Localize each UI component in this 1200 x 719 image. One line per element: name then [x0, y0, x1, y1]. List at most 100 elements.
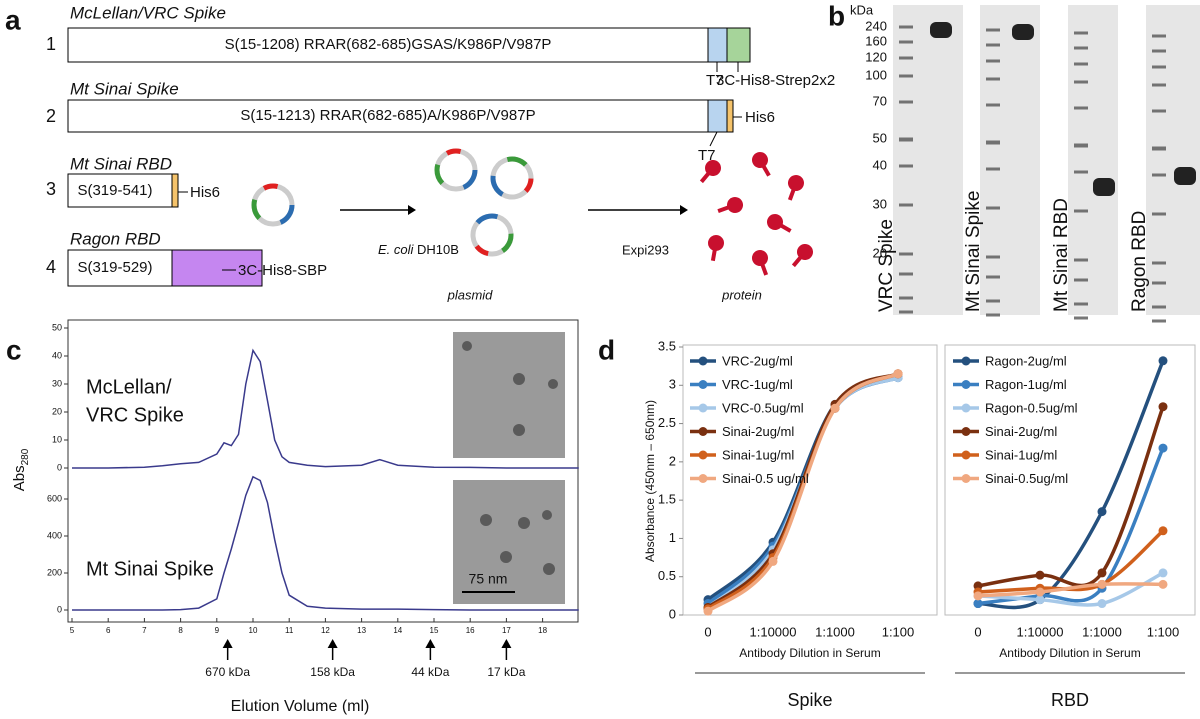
tag-t7	[707, 99, 728, 133]
data-point	[1097, 507, 1107, 517]
ladder-band	[986, 167, 1000, 171]
series-line	[977, 360, 1165, 610]
y-axis-label: Abs280	[11, 448, 31, 491]
y-tick-label: 3	[669, 377, 676, 392]
protein-stem	[699, 169, 712, 184]
x-tick-label: 0	[704, 624, 711, 639]
host: E. coli DH10B	[378, 242, 459, 257]
standard-label: 44 kDa	[411, 665, 449, 679]
series-line	[706, 372, 899, 613]
gel-unit: kDa	[850, 2, 874, 17]
ladder-band	[899, 296, 913, 300]
construct-body: S(319-529)	[77, 259, 152, 276]
y-tick-label: 200	[47, 567, 62, 577]
legend-label: Ragon-0.5ug/ml	[985, 400, 1078, 415]
x-tick-label: 10	[249, 626, 258, 635]
data-point	[1097, 568, 1107, 578]
ladder-band	[986, 275, 1000, 279]
ladder-band	[1074, 62, 1088, 66]
x-tick-label: 7	[142, 626, 147, 635]
legend-marker	[698, 403, 708, 413]
tag-label: T7	[706, 72, 724, 89]
gel-marker: 30	[873, 196, 887, 211]
x-tick-label: 11	[285, 626, 294, 635]
data-point	[1158, 568, 1168, 578]
ladder-band	[1152, 83, 1166, 87]
legend-label: Sinai-2ug/ml	[985, 424, 1057, 439]
standard-arrowhead	[222, 639, 233, 648]
ladder-band	[986, 59, 1000, 63]
tag-label: His6	[190, 184, 220, 201]
construct-name: McLellan/VRC Spike	[70, 3, 226, 22]
plasmid-label: plasmid	[447, 287, 494, 302]
x-tick-label: 1:1000	[815, 624, 855, 639]
protein-stem	[759, 261, 769, 276]
tag-his	[726, 99, 734, 133]
legend-marker	[698, 380, 708, 389]
particles	[462, 341, 558, 575]
gel-strip	[893, 5, 963, 315]
y-tick-label: 1.5	[658, 492, 676, 507]
series-line	[977, 529, 1165, 594]
standard-arrowhead	[425, 639, 436, 648]
ladder-band	[986, 43, 1000, 47]
y-tick-label: 30	[52, 378, 62, 388]
ladder-band	[1074, 46, 1088, 50]
legend-marker	[698, 474, 708, 483]
protein-head	[708, 235, 724, 251]
ladder-band	[1074, 258, 1088, 262]
legend-marker	[961, 450, 971, 460]
x-tick-label: 1:10000	[750, 624, 797, 639]
data-point	[1097, 599, 1107, 609]
plot-frame	[944, 344, 1196, 616]
ladder-band	[1152, 34, 1166, 38]
legend-marker	[961, 356, 971, 366]
series-line	[977, 406, 1165, 588]
x-tick-label: 17	[502, 626, 511, 635]
tag-label: 3C-His8-SBP	[238, 262, 327, 279]
data-point	[768, 556, 778, 566]
em-image	[453, 480, 565, 604]
ladder-band	[1152, 173, 1166, 177]
leader	[709, 131, 718, 147]
ladder-band	[986, 103, 1000, 107]
data-point	[1158, 579, 1168, 589]
x-tick-label: 6	[106, 626, 111, 635]
ladder-band	[1152, 65, 1166, 69]
plasmid-icon	[434, 148, 478, 192]
protein-icon	[791, 244, 813, 268]
ladder-band	[899, 56, 913, 60]
panel-label: a	[5, 4, 21, 35]
protein-icon	[787, 175, 804, 201]
protein-head	[727, 197, 743, 213]
construct-name: Mt Sinai RBD	[70, 154, 172, 173]
trace	[72, 348, 579, 469]
plasmid-icon	[251, 183, 295, 227]
legend-label: Ragon-1ug/ml	[985, 377, 1067, 392]
ladder-band	[986, 313, 1000, 317]
ladder-band	[986, 140, 1000, 145]
protein-stem	[717, 204, 732, 214]
tag-sbp	[171, 249, 263, 287]
ladder-band	[1152, 146, 1166, 151]
protein-stem	[710, 246, 718, 262]
em-inset: 75 nm	[453, 332, 565, 604]
construct-num: 4	[46, 257, 56, 277]
ladder-band	[899, 25, 913, 29]
construct-4: Ragon RBD 4 S(319-529) 3C-His8-SBP	[46, 229, 327, 287]
data-point	[1097, 579, 1107, 589]
tag-label: 3C-His8-Strep2x2	[716, 72, 835, 89]
plasmid-icon	[470, 213, 514, 257]
data-point	[1158, 402, 1168, 412]
x-tick-label: 18	[538, 626, 547, 635]
ladder-band	[899, 310, 913, 314]
x-axis-label: Antibody Dilution in Serum	[999, 646, 1140, 660]
series-line	[977, 582, 1164, 598]
protein-icon	[767, 214, 792, 233]
legend-marker	[961, 474, 971, 483]
ladder-band	[899, 164, 913, 168]
sample-band	[1174, 167, 1196, 185]
legend-label: VRC-1ug/ml	[722, 377, 793, 392]
gel-marker: 240	[865, 18, 887, 33]
